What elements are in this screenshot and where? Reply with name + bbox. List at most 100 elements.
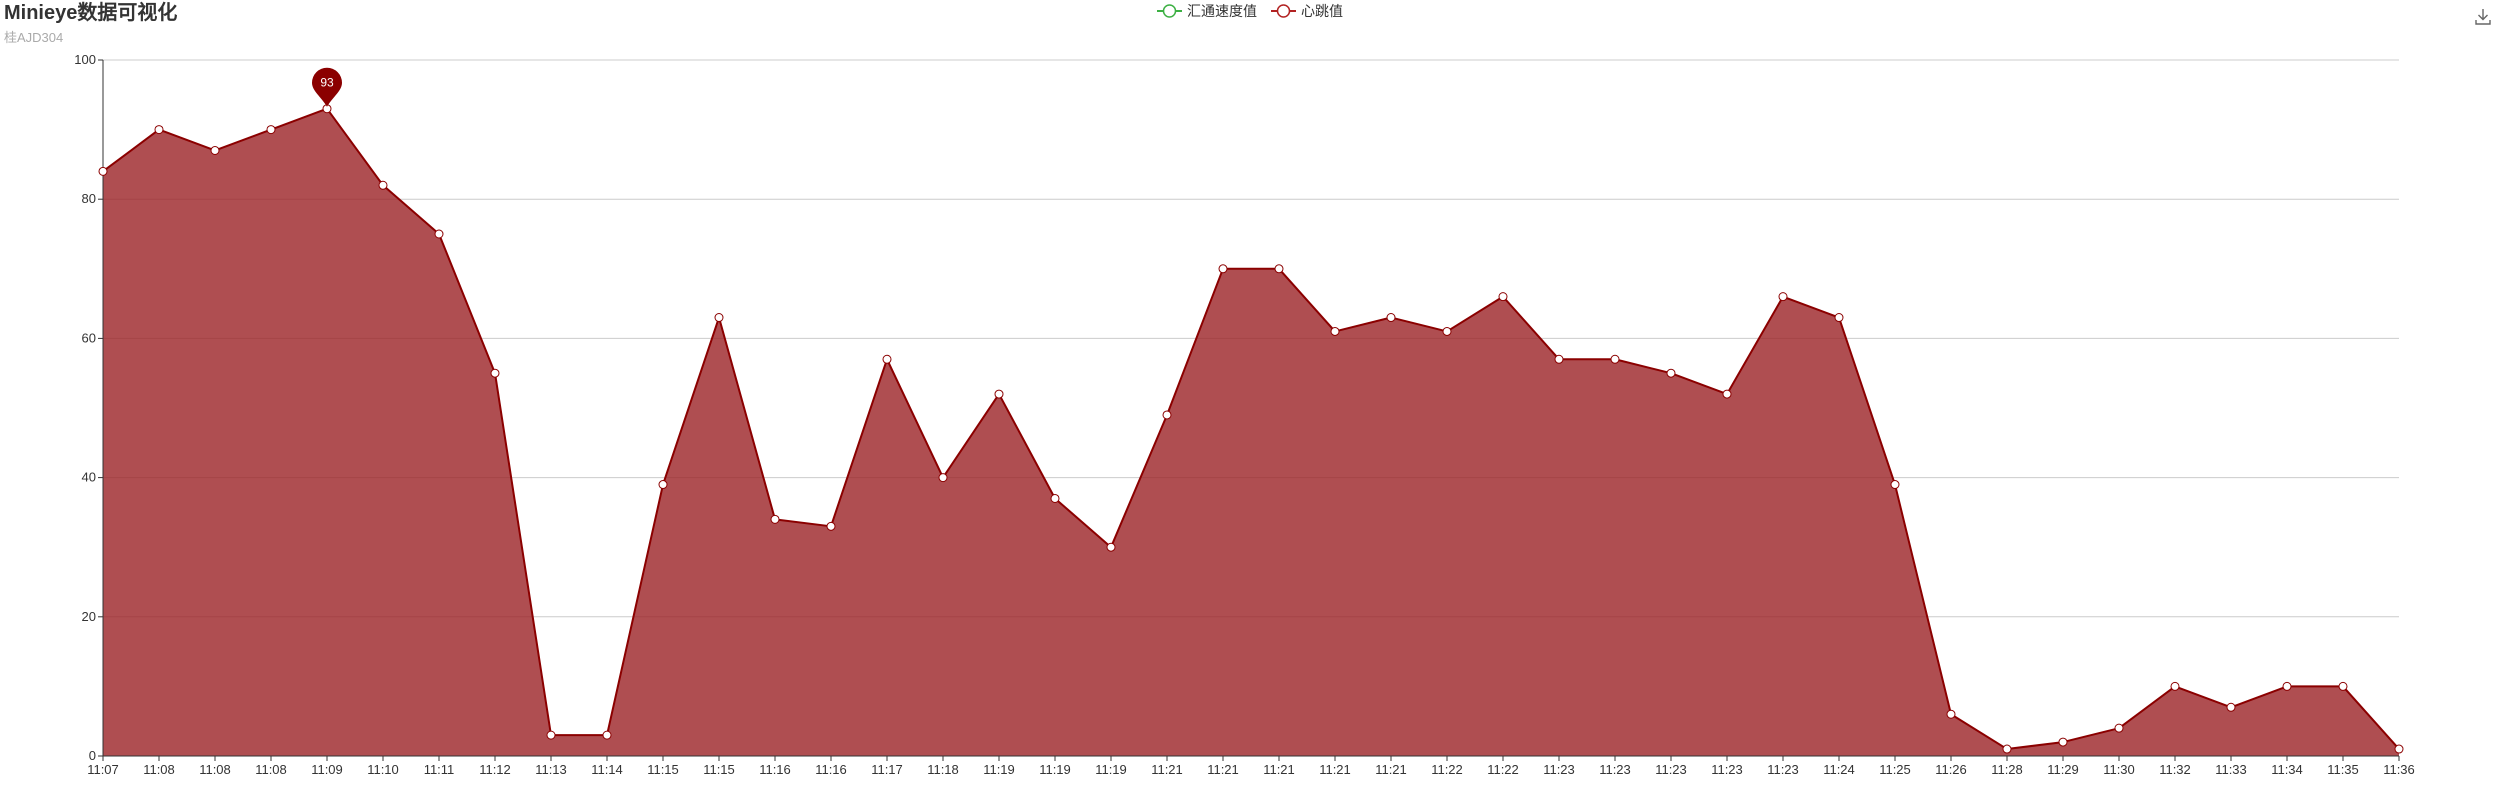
x-tick-label: 11:36 [2383,762,2415,777]
data-point[interactable] [1050,493,1060,503]
data-point[interactable] [714,313,724,323]
data-point[interactable] [2338,681,2348,691]
data-point[interactable] [658,480,668,490]
x-tick-label: 11:21 [1263,762,1295,777]
data-point[interactable] [826,521,836,531]
x-tick-label: 11:18 [927,762,959,777]
data-point[interactable] [434,229,444,239]
series-area [103,108,2399,757]
y-tick-label: 80 [82,191,96,206]
x-tick-label: 11:10 [367,762,399,777]
legend-label: 汇通速度值 [1187,3,1257,19]
data-point[interactable] [1554,354,1564,364]
x-tick-label: 11:23 [1599,762,1631,777]
x-tick-label: 11:32 [2159,762,2191,777]
x-tick-label: 11:23 [1655,762,1687,777]
data-point[interactable] [154,125,164,135]
x-tick-label: 11:33 [2215,762,2247,777]
x-tick-label: 11:13 [535,762,567,777]
data-point[interactable] [210,145,220,155]
chart-subtitle: 桂AJD304 [4,30,63,45]
legend-circle-icon [1162,4,1177,18]
data-point[interactable] [2282,681,2292,691]
x-tick-label: 11:14 [591,762,623,777]
chart-title: Minieye数据可视化 [4,0,177,24]
data-point[interactable] [266,125,276,135]
data-point[interactable] [1218,264,1228,274]
data-points [98,104,2404,754]
x-tick-label: 11:21 [1207,762,1239,777]
data-point[interactable] [2058,737,2068,747]
data-point[interactable] [1162,410,1172,420]
x-tick-label: 11:24 [1823,762,1855,777]
data-point[interactable] [1666,368,1676,378]
data-point[interactable] [1610,354,1620,364]
x-tick-label: 11:35 [2327,762,2359,777]
data-point[interactable] [938,473,948,483]
y-tick-label: 20 [82,609,96,624]
data-point[interactable] [378,180,388,190]
y-tick-label: 0 [89,748,96,763]
data-point[interactable] [1498,292,1508,302]
data-point[interactable] [1946,709,1956,719]
x-tick-label: 11:28 [1991,762,2023,777]
data-point[interactable] [1834,313,1844,323]
data-point[interactable] [882,354,892,364]
y-tick-label: 60 [82,330,96,345]
y-tick-label: 40 [82,470,96,485]
data-point[interactable] [2170,681,2180,691]
y-tick-label: 100 [74,52,96,67]
data-point[interactable] [1778,292,1788,302]
data-point[interactable] [2002,744,2012,754]
x-tick-label: 11:08 [199,762,231,777]
x-tick-label: 11:17 [871,762,903,777]
data-point[interactable] [490,368,500,378]
data-point[interactable] [1330,326,1340,336]
legend-label: 心跳值 [1301,3,1343,19]
data-point[interactable] [1106,542,1116,552]
data-point[interactable] [546,730,556,740]
x-tick-label: 11:12 [479,762,511,777]
legend: 汇通速度值 心跳值 [1157,3,1343,19]
x-tick-label: 11:09 [311,762,343,777]
data-point[interactable] [770,514,780,524]
data-point[interactable] [602,730,612,740]
data-point[interactable] [1442,326,1452,336]
x-tick-label: 11:11 [424,762,455,777]
max-pin [312,67,342,107]
data-point[interactable] [2226,702,2236,712]
x-tick-label: 11:29 [2047,762,2079,777]
legend-item[interactable]: 心跳值 [1271,3,1343,19]
x-tick-label: 11:08 [143,762,175,777]
legend-item[interactable]: 汇通速度值 [1157,3,1257,19]
x-tick-label: 11:30 [2103,762,2135,777]
legend-circle-icon [1276,4,1291,18]
max-marker: 93 [312,67,342,107]
x-tick-label: 11:21 [1375,762,1407,777]
x-tick-label: 11:15 [703,762,735,777]
x-tick-label: 11:19 [1095,762,1127,777]
data-point[interactable] [1386,313,1396,323]
x-tick-label: 11:23 [1711,762,1743,777]
x-tick-label: 11:26 [1935,762,1967,777]
x-tick-label: 11:22 [1487,762,1519,777]
data-point[interactable] [1890,480,1900,490]
data-point[interactable] [2394,744,2404,754]
x-tick-label: 11:19 [1039,762,1071,777]
x-tick-label: 11:23 [1767,762,1799,777]
data-point[interactable] [1274,264,1284,274]
x-tick-label: 11:08 [255,762,287,777]
data-point[interactable] [98,166,108,176]
max-pin-label: 93 [320,76,334,90]
axes: 0 20 40 60 80 100 11:07 11:08 11:08 11:08 11:09 11:… [74,52,2414,777]
x-tick-label: 11:21 [1151,762,1183,777]
data-point[interactable] [1722,389,1732,399]
area-layer [102,107,2400,757]
data-point[interactable] [994,389,1004,399]
download-icon[interactable] [2471,4,2495,28]
x-tick-label: 11:16 [759,762,791,777]
x-tick-label: 11:07 [87,762,119,777]
data-point[interactable] [2114,723,2124,733]
